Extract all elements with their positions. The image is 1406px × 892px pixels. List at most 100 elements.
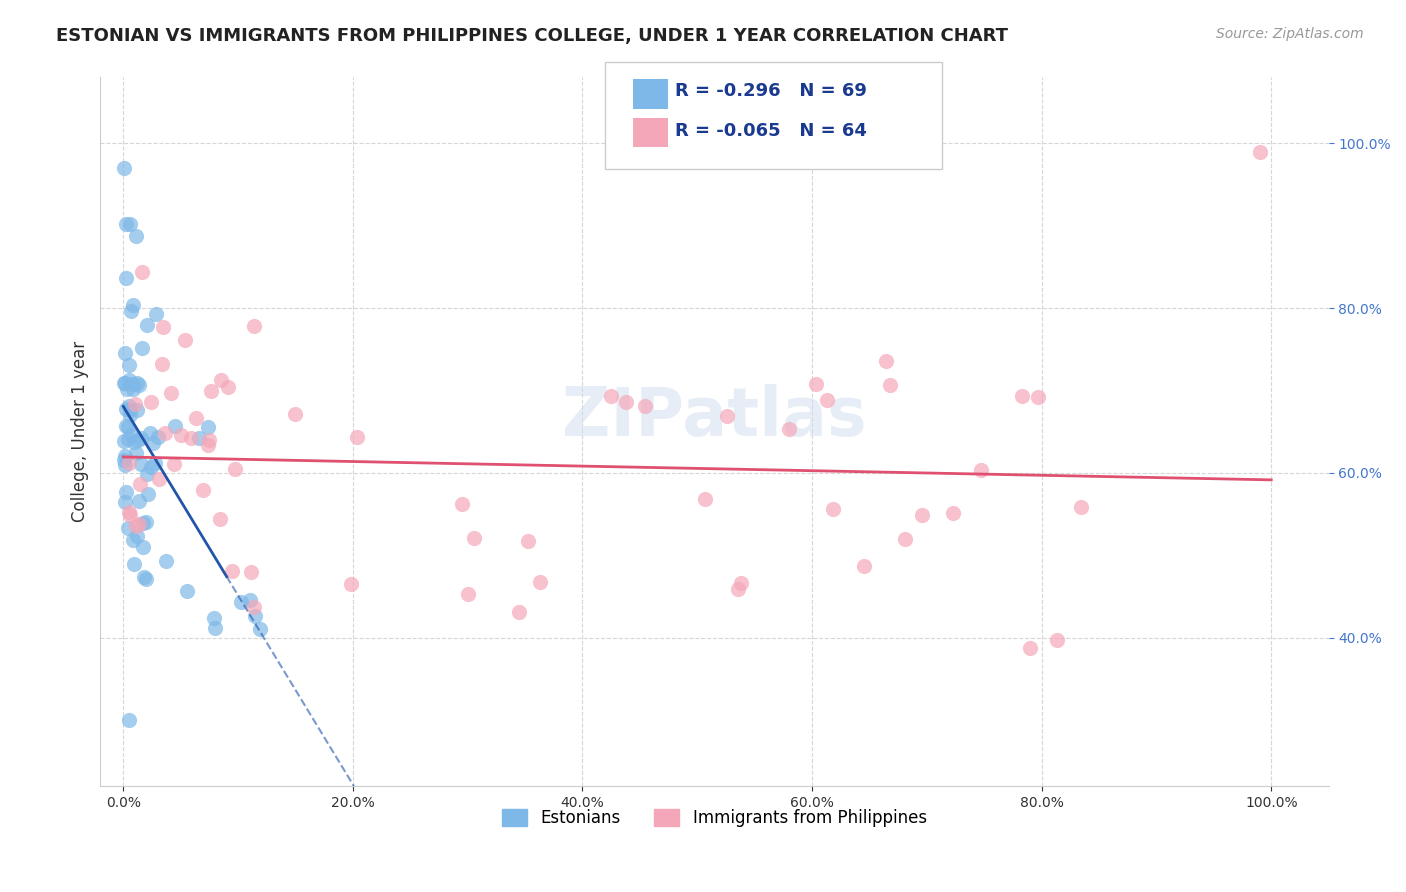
Point <box>463 531 485 545</box>
Point <box>131 265 153 279</box>
Point <box>115 382 138 396</box>
Point <box>198 433 221 447</box>
Point <box>202 611 225 625</box>
Point <box>249 623 271 637</box>
Point <box>614 395 637 409</box>
Point <box>117 420 139 434</box>
Text: Source: ZipAtlas.com: Source: ZipAtlas.com <box>1216 27 1364 41</box>
Point <box>942 506 965 520</box>
Point <box>146 429 169 443</box>
Point <box>340 577 363 591</box>
Point <box>634 400 657 414</box>
Point <box>184 410 207 425</box>
Point <box>229 595 252 609</box>
Point <box>136 467 159 481</box>
Point <box>200 384 222 399</box>
Point <box>128 494 150 508</box>
Point <box>187 431 209 445</box>
Point <box>193 483 215 497</box>
Point <box>243 608 266 623</box>
Point <box>730 575 752 590</box>
Point <box>120 428 142 442</box>
Point <box>148 472 170 486</box>
Text: R = -0.296   N = 69: R = -0.296 N = 69 <box>675 82 866 100</box>
Point <box>125 229 148 244</box>
Point <box>879 378 901 392</box>
Text: ESTONIAN VS IMMIGRANTS FROM PHILIPPINES COLLEGE, UNDER 1 YEAR CORRELATION CHART: ESTONIAN VS IMMIGRANTS FROM PHILIPPINES … <box>56 27 1008 45</box>
Point <box>129 431 152 445</box>
Point <box>128 378 150 392</box>
Point <box>159 386 181 401</box>
Point <box>114 452 136 467</box>
Point <box>120 403 142 417</box>
Point <box>114 402 136 417</box>
Point <box>115 271 138 285</box>
Point <box>815 392 838 407</box>
Point <box>118 373 141 387</box>
Point <box>117 399 139 413</box>
Point <box>163 458 186 472</box>
Point <box>197 420 219 434</box>
Point <box>145 307 167 321</box>
Point <box>124 397 146 411</box>
Point <box>118 713 141 727</box>
Point <box>1046 633 1069 648</box>
Point <box>125 376 148 391</box>
Point <box>529 575 551 590</box>
Point <box>508 605 530 619</box>
Point <box>221 565 243 579</box>
Point <box>239 565 262 579</box>
Point <box>853 558 876 573</box>
Point <box>114 434 136 449</box>
Text: R = -0.065   N = 64: R = -0.065 N = 64 <box>675 121 866 139</box>
Point <box>197 438 219 452</box>
Point <box>209 373 232 387</box>
Point <box>127 529 149 543</box>
Point <box>118 456 141 470</box>
Point <box>114 376 136 391</box>
Point <box>131 516 153 530</box>
Point <box>695 491 717 506</box>
Point <box>114 458 136 472</box>
Point <box>120 303 142 318</box>
Point <box>129 477 152 491</box>
Point <box>114 161 136 175</box>
Point <box>115 485 138 500</box>
Y-axis label: College, Under 1 year: College, Under 1 year <box>72 341 89 522</box>
Point <box>176 583 198 598</box>
Point <box>122 376 145 391</box>
Point <box>139 425 162 440</box>
Point <box>114 495 136 509</box>
Point <box>128 516 150 531</box>
Point <box>517 534 540 549</box>
Point <box>114 418 136 433</box>
Point <box>117 521 139 535</box>
Point <box>135 572 157 586</box>
Point <box>209 512 232 526</box>
Point <box>165 419 187 434</box>
Point <box>804 376 827 391</box>
Point <box>139 459 162 474</box>
Point <box>1019 640 1042 655</box>
Point <box>727 582 749 597</box>
Point <box>139 394 162 409</box>
Point <box>180 431 202 445</box>
Point <box>600 389 623 403</box>
Point <box>173 333 195 347</box>
Point <box>136 487 159 501</box>
Legend: Estonians, Immigrants from Philippines: Estonians, Immigrants from Philippines <box>496 803 934 834</box>
Point <box>239 593 262 607</box>
Point <box>129 457 152 471</box>
Point <box>1249 145 1271 159</box>
Point <box>1011 389 1033 403</box>
Point <box>122 434 145 449</box>
Point <box>346 430 368 444</box>
Point <box>125 446 148 460</box>
Point <box>243 599 266 614</box>
Point <box>145 456 167 470</box>
Point <box>118 506 141 520</box>
Point <box>142 435 165 450</box>
Point <box>778 422 800 436</box>
Point <box>911 508 934 522</box>
Point <box>117 432 139 446</box>
